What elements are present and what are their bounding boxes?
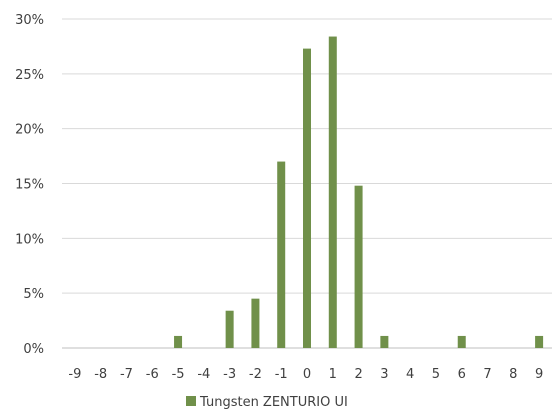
x-tick-label: -3 bbox=[223, 367, 236, 382]
y-tick-label: 15% bbox=[15, 178, 44, 193]
bar bbox=[535, 335, 544, 348]
x-tick-label: 3 bbox=[380, 367, 388, 382]
x-tick-label: -2 bbox=[249, 367, 262, 382]
bar bbox=[354, 185, 363, 348]
x-axis-ticks: -9 -8 -7 -6 -5 -4 -3 -2 -1 0 1 2 3 4 5 6 7 8 9 bbox=[68, 367, 543, 382]
y-axis-ticks: 0% 5% 10% 15% 20% 25% 30% bbox=[15, 13, 44, 357]
x-tick-label: -9 bbox=[68, 367, 81, 382]
legend: Tungsten ZENTURIO UI bbox=[186, 395, 348, 410]
x-tick-label: 2 bbox=[354, 367, 362, 382]
bar bbox=[225, 310, 234, 348]
bar bbox=[251, 298, 260, 348]
x-tick-label: 8 bbox=[509, 367, 517, 382]
x-tick-label: 9 bbox=[535, 367, 543, 382]
x-tick-label: 5 bbox=[432, 367, 440, 382]
x-tick-label: 4 bbox=[406, 367, 414, 382]
bar bbox=[328, 36, 337, 349]
y-tick-label: 5% bbox=[23, 287, 44, 302]
bar bbox=[380, 335, 389, 348]
y-tick-label: 20% bbox=[15, 123, 44, 138]
x-tick-label: -5 bbox=[172, 367, 185, 382]
bars bbox=[174, 36, 544, 349]
x-tick-label: 6 bbox=[458, 367, 466, 382]
x-tick-label: -7 bbox=[120, 367, 133, 382]
bar bbox=[303, 48, 311, 349]
y-tick-label: 25% bbox=[15, 68, 44, 83]
x-tick-label: -4 bbox=[197, 367, 210, 382]
bar bbox=[277, 161, 286, 348]
bar bbox=[174, 335, 183, 348]
y-tick-label: 10% bbox=[15, 232, 44, 247]
legend-swatch bbox=[186, 396, 196, 406]
x-tick-label: -6 bbox=[146, 367, 159, 382]
bar bbox=[457, 335, 466, 348]
x-tick-label: 0 bbox=[303, 367, 311, 382]
x-tick-label: 1 bbox=[329, 367, 337, 382]
y-tick-label: 0% bbox=[23, 342, 44, 357]
y-tick-label: 30% bbox=[15, 13, 44, 28]
x-tick-label: -8 bbox=[94, 367, 107, 382]
x-tick-label: -1 bbox=[275, 367, 288, 382]
x-tick-label: 7 bbox=[483, 367, 491, 382]
legend-label: Tungsten ZENTURIO UI bbox=[199, 395, 348, 410]
